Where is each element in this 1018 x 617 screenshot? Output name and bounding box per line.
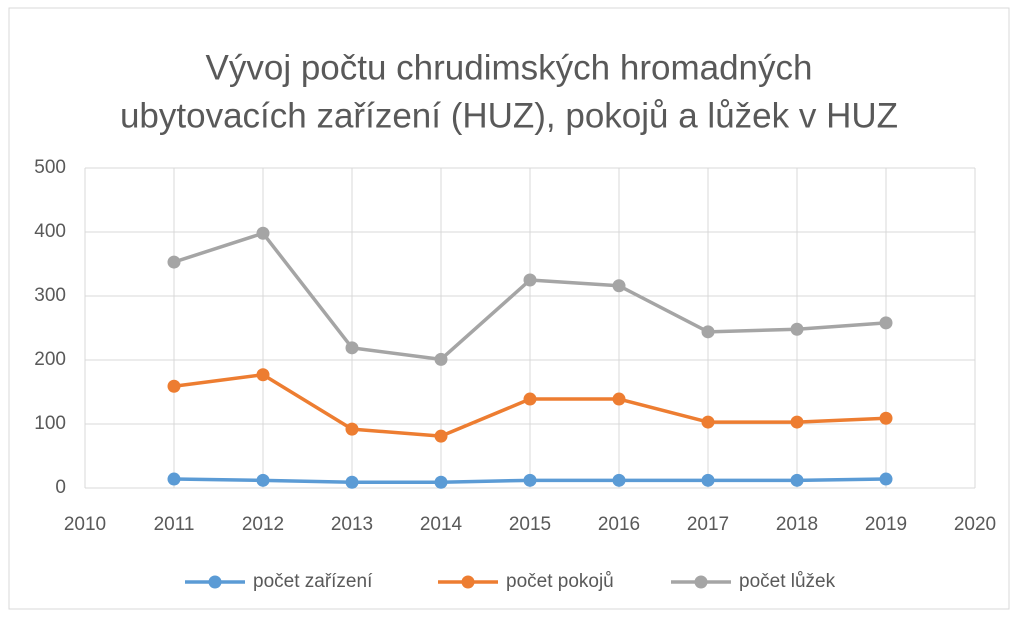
data-point <box>345 422 359 436</box>
x-tick-label: 2017 <box>687 514 729 535</box>
data-point <box>612 473 626 487</box>
data-point <box>879 472 893 486</box>
x-tick-label: 2015 <box>509 514 551 535</box>
data-point <box>434 352 448 366</box>
data-point <box>790 415 804 429</box>
x-tick-label: 2011 <box>154 514 195 535</box>
data-point <box>167 255 181 269</box>
y-tick-label: 0 <box>55 477 66 498</box>
legend-label: počet zařízení <box>253 571 373 592</box>
data-point <box>256 473 270 487</box>
x-tick-label: 2012 <box>242 514 284 535</box>
x-tick-label: 2019 <box>865 514 907 535</box>
legend-marker <box>461 575 475 589</box>
data-point <box>523 473 537 487</box>
data-point <box>879 411 893 425</box>
data-point <box>523 273 537 287</box>
data-point <box>701 325 715 339</box>
y-tick-label: 400 <box>34 221 66 242</box>
x-tick-label: 2014 <box>420 514 463 535</box>
data-point <box>434 475 448 489</box>
chart-border <box>8 7 1010 610</box>
legend-marker <box>208 575 222 589</box>
data-point <box>612 392 626 406</box>
x-tick-label: 2013 <box>331 514 373 535</box>
x-tick-label: 2010 <box>64 514 106 535</box>
data-point <box>256 226 270 240</box>
x-tick-label: 2018 <box>776 514 818 535</box>
data-point <box>790 322 804 336</box>
legend-label: počet pokojů <box>506 571 614 592</box>
data-point <box>345 341 359 355</box>
y-tick-label: 100 <box>34 413 66 434</box>
legend-marker <box>694 575 708 589</box>
data-point <box>523 392 537 406</box>
data-point <box>167 472 181 486</box>
data-point <box>256 368 270 382</box>
chart-title: Vývoj počtu chrudimských hromadných <box>206 48 813 87</box>
y-tick-label: 200 <box>34 349 66 370</box>
y-tick-label: 300 <box>34 285 66 306</box>
x-tick-label: 2016 <box>598 514 640 535</box>
legend-label: počet lůžek <box>739 571 836 592</box>
data-point <box>612 279 626 293</box>
x-tick-label: 2020 <box>954 514 996 535</box>
chart-title: ubytovacích zařízení (HUZ), pokojů a lůž… <box>120 96 898 135</box>
data-point <box>167 379 181 393</box>
data-point <box>701 415 715 429</box>
data-point <box>345 475 359 489</box>
data-point <box>434 429 448 443</box>
data-point <box>790 473 804 487</box>
data-point <box>701 473 715 487</box>
y-tick-label: 500 <box>34 157 66 178</box>
data-point <box>879 316 893 330</box>
